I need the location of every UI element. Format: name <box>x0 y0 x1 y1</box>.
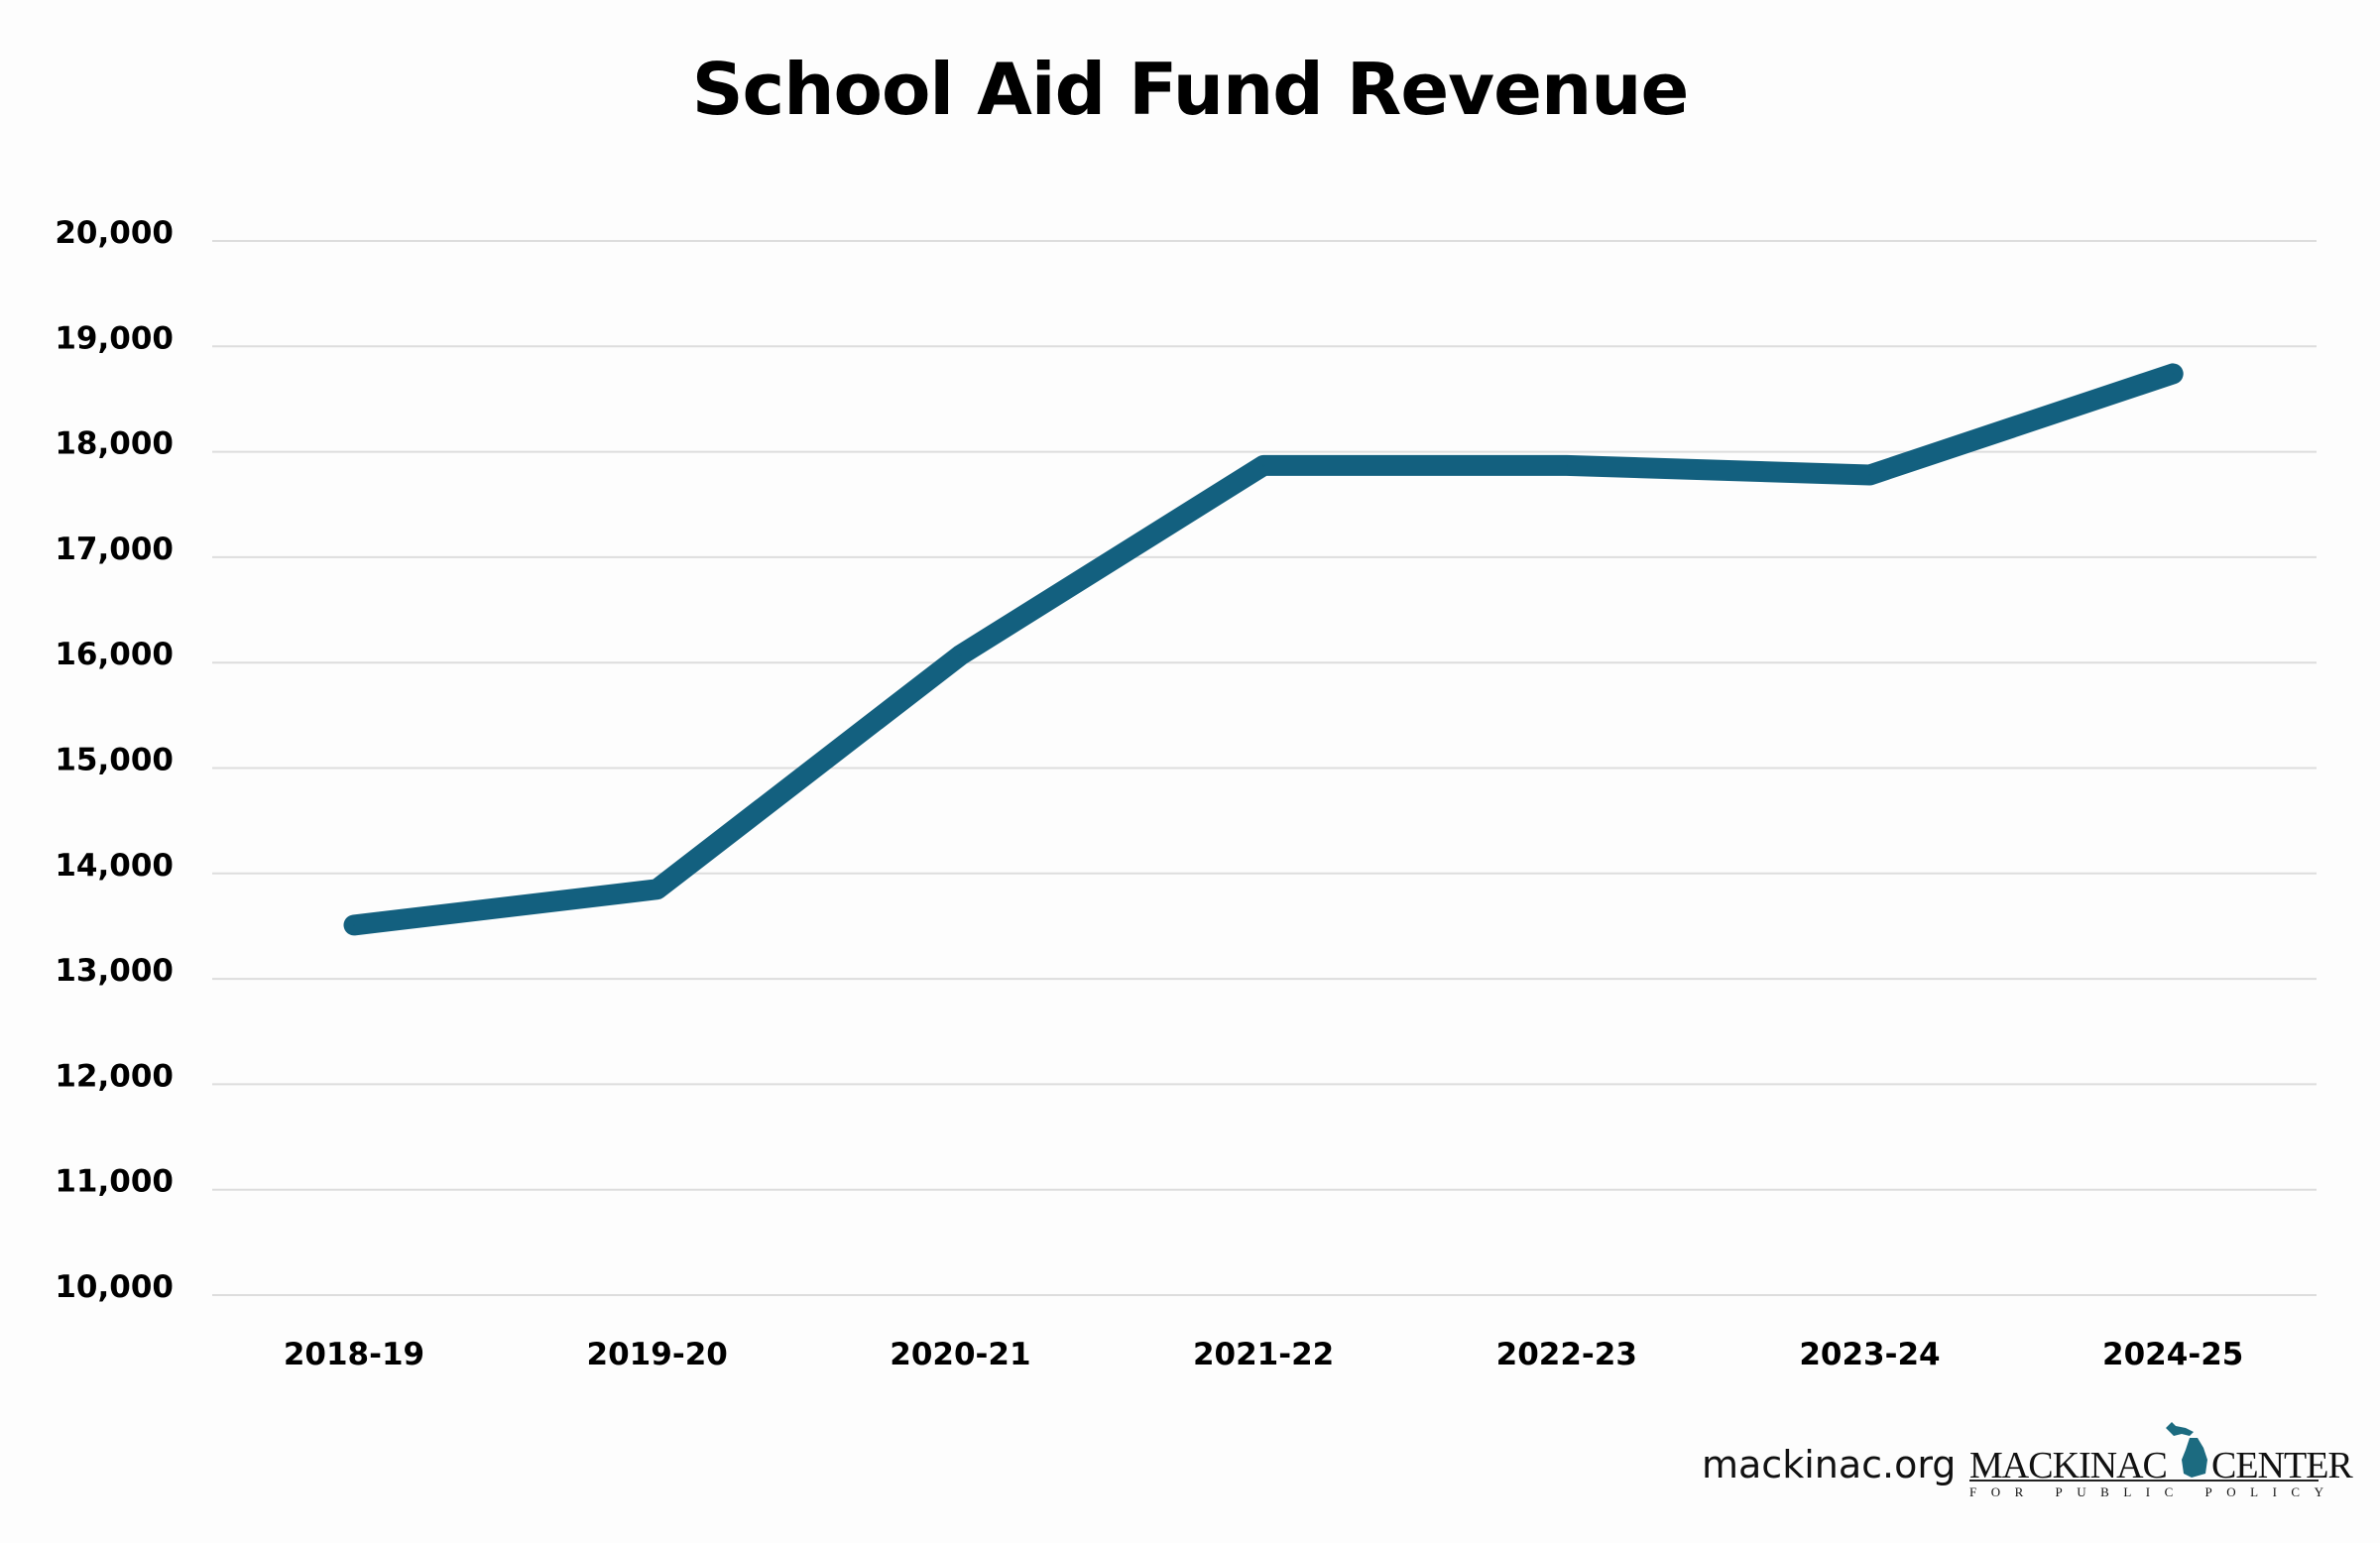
x-tick-label: 2021-22 <box>1193 1337 1334 1372</box>
site-link[interactable]: mackinac.org <box>1702 1443 1957 1486</box>
x-tick-label: 2018-19 <box>284 1337 424 1372</box>
y-tick-label: 10,000 <box>55 1269 174 1305</box>
revenue-line <box>343 363 2184 936</box>
logo-divider <box>1969 1480 2319 1482</box>
y-tick-label: 15,000 <box>55 743 174 778</box>
data-point <box>655 888 658 890</box>
y-tick-label: 20,000 <box>55 215 174 251</box>
logo-subtitle: FOR PUBLIC POLICY <box>1969 1484 2338 1499</box>
x-tick-label: 2020-21 <box>890 1337 1030 1372</box>
y-tick-label: 12,000 <box>55 1058 174 1094</box>
mackinac-center-logo: MACKINAC CENTER FOR PUBLIC POLICY <box>1965 1418 2353 1499</box>
data-point <box>1565 464 1568 467</box>
y-tick-label: 14,000 <box>55 848 174 884</box>
x-tick-label: 2024-25 <box>2102 1337 2243 1372</box>
x-tick-label: 2019-20 <box>587 1337 728 1372</box>
line-chart: 10,000 11,000 12,000 13,000 14,000 15,000 16,0… <box>55 215 2317 1372</box>
michigan-icon <box>2166 1422 2207 1478</box>
y-tick-label: 19,000 <box>55 320 174 356</box>
chart-title: School Aid Fund Revenue <box>691 48 1690 131</box>
y-tick-label: 18,000 <box>55 426 174 462</box>
x-tick-label: 2023-24 <box>1799 1337 1940 1372</box>
x-tick-label: 2022-23 <box>1496 1337 1637 1372</box>
y-tick-label: 17,000 <box>55 532 174 567</box>
data-point <box>2172 372 2175 375</box>
y-tick-label: 16,000 <box>55 637 174 672</box>
data-point <box>353 923 355 926</box>
y-tick-label: 13,000 <box>55 953 174 989</box>
data-point <box>959 653 962 656</box>
y-tick-label: 11,000 <box>55 1164 174 1200</box>
data-point <box>1868 473 1871 476</box>
data-point <box>1262 464 1265 467</box>
